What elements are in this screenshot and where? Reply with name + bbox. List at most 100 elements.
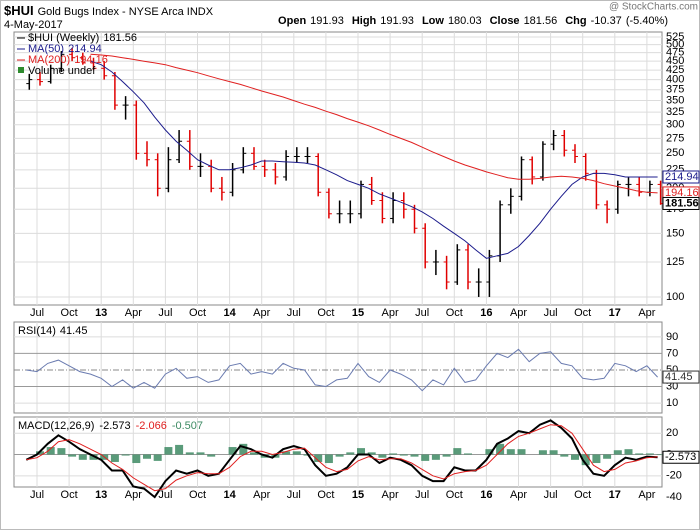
- x-tick-label: Oct: [61, 489, 78, 501]
- x-tick-label: Oct: [317, 307, 334, 319]
- y-tick-label: 300: [666, 119, 684, 131]
- histogram-bar: [421, 454, 430, 461]
- x-tick-label: 14: [223, 489, 236, 501]
- date: 4-May-2017: [4, 19, 63, 31]
- histogram-bar: [453, 448, 462, 455]
- quote-change-pct: (-5.40%): [626, 15, 668, 27]
- histogram-bar: [57, 448, 66, 455]
- x-tick-label: Oct: [317, 489, 334, 501]
- histogram-bar: [389, 453, 398, 455]
- histogram-bar: [185, 452, 194, 455]
- x-tick-label: Jul: [287, 307, 301, 319]
- panel-frame: [13, 321, 663, 414]
- quote-label: Open: [278, 15, 306, 27]
- y-tick-label: 450: [666, 55, 684, 67]
- quote-label: Chg: [565, 15, 586, 27]
- series-line: [90, 60, 658, 259]
- x-tick-label: Oct: [574, 489, 591, 501]
- histogram-bar: [538, 450, 547, 455]
- y-tick-label: 325: [666, 106, 684, 118]
- legend-value: -0.507: [172, 420, 203, 432]
- quote: Open 191.93 High 191.93 Low 180.03 Close 181.56…: [278, 15, 668, 27]
- quote-value: 191.93: [310, 15, 344, 27]
- y-tick-label: 100: [666, 291, 684, 303]
- quote-value: 191.93: [380, 15, 414, 27]
- histogram-bar: [164, 447, 173, 455]
- x-tick-label: Apr: [638, 307, 655, 319]
- quote-value: 180.03: [448, 15, 482, 27]
- chart-title: $HUI Gold Bugs Index - NYSE Arca INDX: [4, 3, 214, 18]
- histogram-bar: [485, 449, 494, 455]
- legend-entry: MA(200) 194.16: [28, 54, 108, 66]
- x-tick-label: Apr: [125, 307, 142, 319]
- x-tick-label: Oct: [446, 307, 463, 319]
- symbol: $HUI: [4, 3, 34, 18]
- x-tick-label: Apr: [382, 489, 399, 501]
- panel-frame: [13, 31, 663, 306]
- histogram-bar: [399, 454, 408, 456]
- value-box-label: 194.16: [665, 187, 699, 199]
- histogram-bar: [496, 443, 505, 455]
- y-tick-label: 10: [666, 397, 678, 409]
- histogram-bar: [207, 454, 216, 457]
- y-tick-label: 500: [666, 39, 684, 51]
- x-tick-label: Apr: [253, 489, 270, 501]
- x-tick-label: Jul: [158, 307, 172, 319]
- histogram-bar: [292, 451, 301, 455]
- legend-value: 214.94: [68, 43, 102, 55]
- histogram-bar: [250, 452, 258, 455]
- x-tick-label: Jul: [30, 489, 44, 501]
- histogram-bar: [228, 447, 237, 455]
- quote-label: High: [352, 15, 377, 27]
- histogram-bar: [624, 449, 633, 455]
- value-box-label: -2.573: [665, 451, 696, 463]
- histogram-bar: [346, 452, 355, 455]
- histogram-bar: [560, 454, 569, 457]
- quote-value: 181.56: [524, 15, 558, 27]
- x-tick-label: 17: [609, 489, 621, 501]
- series-line: [26, 424, 658, 492]
- quote-value: -10.37: [591, 15, 622, 27]
- x-tick-label: 15: [352, 489, 364, 501]
- legend-value: 194.16: [74, 54, 108, 66]
- legend-value: 181.56: [103, 32, 137, 44]
- histogram-bar: [592, 454, 601, 464]
- x-tick-label: 16: [480, 307, 492, 319]
- legend-name: MA(50): [28, 43, 64, 55]
- quote-label: Low: [422, 15, 444, 27]
- y-tick-label: 20: [666, 427, 678, 439]
- quote-label: Close: [490, 15, 520, 27]
- histogram-bar: [613, 450, 622, 455]
- y-tick-label: 475: [666, 47, 684, 59]
- y-tick-label: 70: [666, 347, 678, 359]
- value-box-label: 181.56: [665, 197, 699, 209]
- x-tick-label: Oct: [189, 489, 206, 501]
- histogram-bar: [324, 454, 333, 464]
- x-tick-label: Apr: [510, 489, 527, 501]
- histogram-bar: [121, 454, 130, 456]
- x-tick-label: 17: [609, 307, 621, 319]
- y-tick-label: -40: [666, 491, 682, 503]
- x-tick-label: Jul: [287, 489, 301, 501]
- x-tick-label: Jul: [30, 307, 44, 319]
- legend-entry: $HUI (Weekly) 181.56: [28, 32, 137, 44]
- histogram-bar: [314, 454, 323, 462]
- x-tick-label: Apr: [638, 489, 655, 501]
- histogram-bar: [581, 454, 590, 466]
- value-box-label: 41.45: [665, 371, 693, 383]
- series-line: [90, 53, 658, 194]
- histogram-bar: [603, 454, 612, 459]
- histogram-bar: [431, 454, 440, 460]
- y-tick-label: 275: [666, 132, 684, 144]
- histogram-bar: [464, 453, 472, 455]
- y-tick-label: 425: [666, 64, 684, 76]
- y-tick-label: 150: [666, 227, 684, 239]
- value-box: [662, 370, 700, 384]
- y-tick-label: 125: [666, 256, 684, 268]
- legend-value: -2.066: [136, 420, 167, 432]
- y-tick-label: 90: [666, 331, 678, 343]
- y-tick-label: 400: [666, 74, 684, 86]
- x-tick-label: 15: [352, 307, 364, 319]
- x-tick-label: Jul: [158, 489, 172, 501]
